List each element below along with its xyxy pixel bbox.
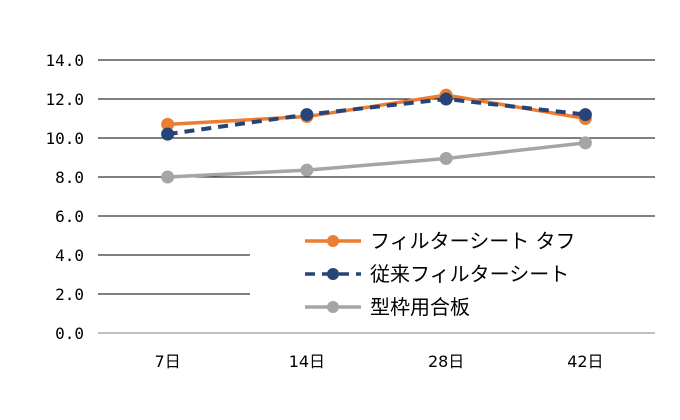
y-axis-tick-labels: 0.0 2.0 4.0 6.0 8.0 10.0 12.0 14.0	[45, 51, 84, 343]
y-tick-label: 8.0	[55, 168, 84, 187]
y-tick-label: 12.0	[45, 90, 84, 109]
legend-item: 型枠用合板	[305, 295, 470, 319]
series-line	[165, 141, 588, 179]
y-tick-label: 2.0	[55, 285, 84, 304]
y-tick-label: 14.0	[45, 51, 84, 70]
data-point	[578, 136, 592, 150]
x-tick-label: 14日	[289, 352, 325, 371]
y-tick-label: 10.0	[45, 129, 84, 148]
data-point	[439, 92, 453, 106]
series-line	[167, 97, 586, 137]
legend-label: 型枠用合板	[370, 295, 470, 319]
legend-marker	[327, 301, 339, 313]
x-tick-label: 42日	[567, 352, 603, 371]
data-point	[161, 127, 175, 141]
x-axis-tick-labels: 7日 14日 28日 42日	[155, 352, 604, 371]
gridlines	[98, 59, 655, 334]
data-point	[439, 151, 453, 165]
series-2	[161, 92, 592, 141]
series-3	[161, 136, 592, 184]
data-point	[300, 108, 314, 122]
legend-label: フィルターシート タフ	[370, 229, 576, 253]
x-tick-label: 28日	[428, 352, 464, 371]
series-layer	[161, 88, 592, 184]
legend-item: フィルターシート タフ	[305, 229, 576, 253]
x-tick-label: 7日	[155, 352, 181, 371]
legend-item: 従来フィルターシート	[305, 262, 569, 286]
data-point	[578, 108, 592, 122]
data-point	[161, 170, 175, 184]
legend-marker	[327, 268, 339, 280]
legend-label: 従来フィルターシート	[370, 262, 569, 286]
y-tick-label: 0.0	[55, 324, 84, 343]
y-tick-label: 4.0	[55, 246, 84, 265]
data-point	[300, 163, 314, 177]
legend-marker	[327, 235, 339, 247]
y-tick-label: 6.0	[55, 207, 84, 226]
